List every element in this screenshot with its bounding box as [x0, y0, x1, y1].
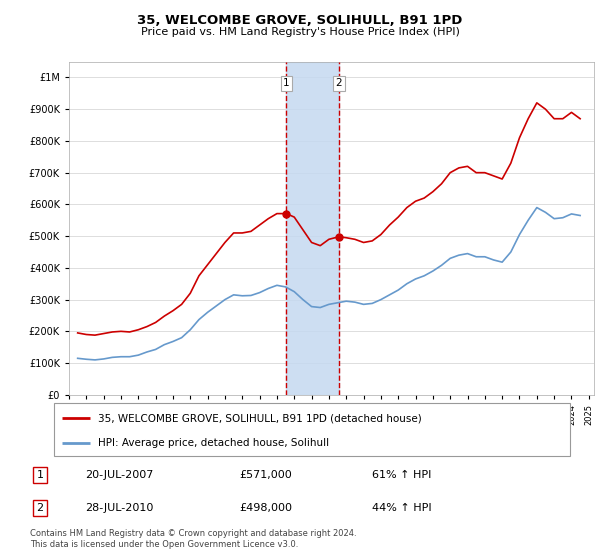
Text: 2: 2 [37, 503, 43, 513]
Text: 1: 1 [37, 470, 43, 480]
Text: 2: 2 [335, 78, 342, 88]
Text: Price paid vs. HM Land Registry's House Price Index (HPI): Price paid vs. HM Land Registry's House … [140, 27, 460, 37]
Text: £498,000: £498,000 [240, 503, 293, 513]
Text: HPI: Average price, detached house, Solihull: HPI: Average price, detached house, Soli… [98, 438, 329, 448]
Text: £571,000: £571,000 [240, 470, 293, 480]
Text: 61% ↑ HPI: 61% ↑ HPI [372, 470, 431, 480]
Text: 1: 1 [283, 78, 290, 88]
Text: 44% ↑ HPI: 44% ↑ HPI [372, 503, 432, 513]
Text: 20-JUL-2007: 20-JUL-2007 [85, 470, 154, 480]
Text: 35, WELCOMBE GROVE, SOLIHULL, B91 1PD: 35, WELCOMBE GROVE, SOLIHULL, B91 1PD [137, 14, 463, 27]
Text: Contains HM Land Registry data © Crown copyright and database right 2024.
This d: Contains HM Land Registry data © Crown c… [30, 529, 356, 549]
Text: 35, WELCOMBE GROVE, SOLIHULL, B91 1PD (detached house): 35, WELCOMBE GROVE, SOLIHULL, B91 1PD (d… [98, 413, 422, 423]
Text: 28-JUL-2010: 28-JUL-2010 [85, 503, 154, 513]
Bar [286, 62, 339, 395]
